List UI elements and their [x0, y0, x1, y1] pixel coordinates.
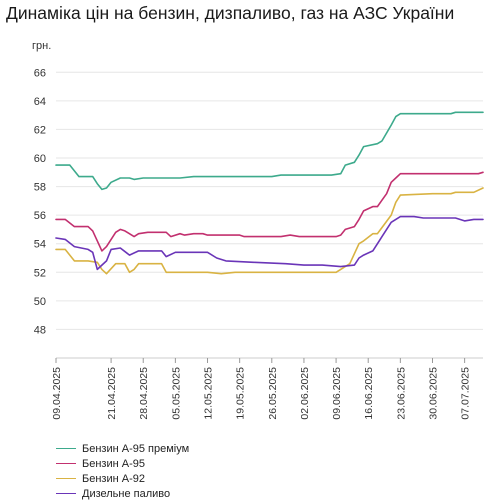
legend-item: Бензин А-92: [56, 471, 189, 486]
series-line: [55, 187, 484, 275]
y-tick-label: 50: [34, 296, 46, 308]
series-line: [55, 171, 484, 252]
legend-label: Дизельне паливо: [82, 487, 171, 500]
legend-swatch: [56, 448, 76, 449]
legend-swatch: [56, 478, 76, 479]
x-tick-label: 16.06.2025: [363, 367, 375, 420]
legend: Бензин А-95 преміум Бензин А-95 Бензин А-9…: [56, 441, 189, 501]
y-tick-label: 58: [34, 182, 46, 194]
y-tick-label: 60: [34, 153, 46, 165]
chart-title: Динаміка цін на бензин, дизпаливо, газ н…: [6, 3, 455, 23]
x-tick-label: 02.06.2025: [299, 367, 311, 420]
x-tick-label: 28.04.2025: [138, 367, 150, 420]
legend-label: Бензин А-92: [82, 472, 145, 485]
x-tick-label: 09.06.2025: [331, 367, 343, 420]
y-tick-label: 48: [34, 324, 46, 336]
legend-swatch: [56, 493, 76, 494]
y-axis-label: грн.: [32, 40, 51, 52]
y-axis: грн. 48 50 52 54 56 58 60 62 64 66: [32, 40, 51, 336]
x-tick-label: 21.04.2025: [106, 367, 118, 420]
x-tick-label: 23.06.2025: [395, 367, 407, 420]
x-axis: 09.04.2025 21.04.2025 28.04.2025 05.05.2025…: [51, 357, 483, 420]
y-tick-label: 56: [34, 210, 46, 222]
y-tick-label: 52: [34, 267, 46, 279]
grid-lines: [56, 71, 483, 330]
legend-label: Бензин А-95 преміум: [82, 442, 190, 455]
legend-label: Бензин А-95: [82, 457, 145, 470]
legend-swatch: [56, 463, 76, 464]
x-tick-label: 09.04.2025: [51, 367, 63, 420]
legend-item: Бензин А-95 преміум: [56, 441, 189, 456]
x-tick-label: 12.05.2025: [203, 367, 215, 420]
y-tick-label: 64: [34, 96, 46, 108]
y-tick-label: 66: [34, 67, 46, 79]
legend-item: Дизельне паливо: [56, 486, 189, 501]
legend-item: Бензин А-95: [56, 456, 189, 471]
y-tick-label: 54: [34, 239, 46, 251]
x-tick-label: 19.05.2025: [235, 367, 247, 420]
series-line: [55, 111, 484, 191]
series-line: [55, 215, 484, 271]
x-tick-label: 07.07.2025: [460, 367, 472, 420]
x-tick-label: 05.05.2025: [170, 367, 182, 420]
series-lines: [55, 111, 484, 275]
y-tick-label: 62: [34, 124, 46, 136]
x-tick-label: 30.06.2025: [427, 367, 439, 420]
x-tick-label: 26.05.2025: [267, 367, 279, 420]
